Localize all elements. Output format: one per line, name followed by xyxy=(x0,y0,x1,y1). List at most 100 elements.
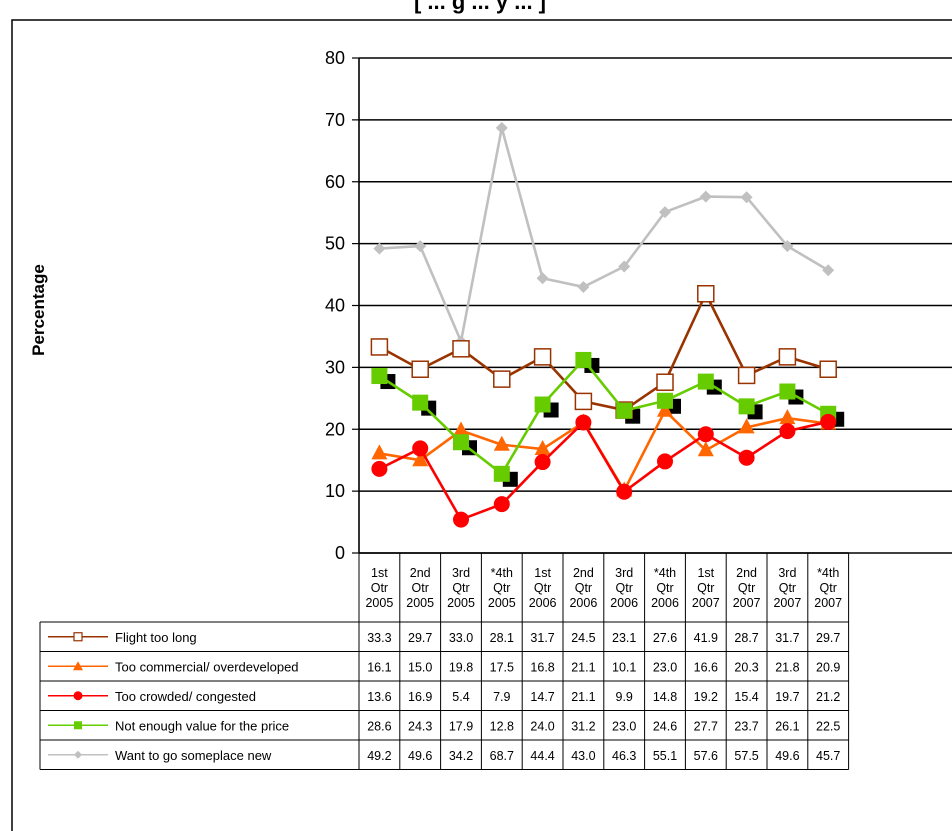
data-label: 49.6 xyxy=(408,749,432,763)
data-label: 44.4 xyxy=(530,749,554,763)
data-label: 12.8 xyxy=(490,719,514,733)
x-category-label: 1st xyxy=(534,566,551,580)
legend-key xyxy=(48,721,108,730)
data-point xyxy=(779,423,796,440)
x-category-label: Qtr xyxy=(697,581,714,595)
data-label: 21.2 xyxy=(816,690,840,704)
data-point xyxy=(657,453,673,470)
data-label: 33.3 xyxy=(367,631,391,645)
y-tick-label: 80 xyxy=(325,48,345,68)
data-label: 9.9 xyxy=(616,690,633,704)
data-label: 16.9 xyxy=(408,690,432,704)
data-label: 20.9 xyxy=(816,660,840,674)
data-label: 16.6 xyxy=(694,660,718,674)
data-label: 45.7 xyxy=(816,749,840,763)
data-label: 24.0 xyxy=(530,719,554,733)
data-point xyxy=(697,426,714,443)
x-category-label: 2006 xyxy=(651,596,679,610)
series-line xyxy=(379,126,829,343)
data-label: 49.6 xyxy=(775,749,799,763)
data-point xyxy=(453,511,469,528)
shadow-markers xyxy=(380,357,845,487)
y-axis: 0 10 20 30 40 50 60 70 80 xyxy=(325,48,360,563)
x-category-label: Qtr xyxy=(575,581,592,595)
data-point xyxy=(738,398,755,415)
x-category-label: Qtr xyxy=(616,581,633,595)
data-point xyxy=(779,409,796,425)
data-label: 24.6 xyxy=(653,719,677,733)
chart-title: [ ... g ... y ... ] xyxy=(414,0,546,14)
legend-entry: Too crowded/ congested xyxy=(115,689,256,704)
x-category-label: 3rd xyxy=(615,566,633,580)
y-tick-label: 50 xyxy=(325,234,345,254)
x-category-label: Qtr xyxy=(656,581,673,595)
legend-entry: Not enough value for the price xyxy=(115,718,289,733)
data-point xyxy=(371,460,388,477)
data-point xyxy=(657,401,673,417)
data-point xyxy=(493,435,510,451)
data-label: 23.0 xyxy=(653,660,677,674)
x-category-label: 2006 xyxy=(529,596,557,610)
data-label: 21.8 xyxy=(775,660,799,674)
x-category-label: 2nd xyxy=(573,566,594,580)
y-tick-label: 10 xyxy=(325,481,345,501)
data-label: 27.6 xyxy=(653,631,677,645)
data-label: 15.4 xyxy=(734,690,758,704)
data-label: 15.0 xyxy=(408,660,432,674)
data-point xyxy=(371,444,388,460)
data-label: 34.2 xyxy=(449,749,473,763)
data-point xyxy=(819,360,837,378)
data-label: 49.2 xyxy=(367,749,391,763)
data-label: 27.7 xyxy=(694,719,718,733)
x-category-label: 2006 xyxy=(569,596,597,610)
legend-entry: Want to go someplace new xyxy=(115,748,272,763)
data-label: 31.7 xyxy=(530,631,554,645)
x-category-label: Qtr xyxy=(820,581,837,595)
data-label: 19.7 xyxy=(775,690,799,704)
data-point xyxy=(699,190,712,203)
data-label: 41.9 xyxy=(694,631,718,645)
x-category-label: 2007 xyxy=(733,596,761,610)
x-category-label: 2005 xyxy=(488,596,516,610)
x-category-label: 2005 xyxy=(365,596,393,610)
data-point xyxy=(370,338,389,356)
data-point xyxy=(575,414,592,431)
data-point xyxy=(411,360,429,378)
data-point xyxy=(697,373,714,390)
data-point xyxy=(781,240,794,253)
y-tick-label: 60 xyxy=(325,172,345,192)
legend-key xyxy=(48,691,108,701)
legend-marker xyxy=(74,721,82,730)
data-point xyxy=(822,264,835,277)
x-category-label: 1st xyxy=(371,566,388,580)
x-category-label: Qtr xyxy=(452,581,469,595)
x-category-label: Otr xyxy=(371,581,388,595)
data-point xyxy=(412,440,429,457)
data-label: 24.3 xyxy=(408,719,432,733)
data-point xyxy=(493,465,510,482)
data-label: 19.8 xyxy=(449,660,473,674)
data-point xyxy=(656,373,674,391)
x-category-label: 3rd xyxy=(778,566,796,580)
data-point xyxy=(577,280,590,293)
data-label: 14.7 xyxy=(530,690,554,704)
data-label: 20.3 xyxy=(734,660,758,674)
data-point xyxy=(738,449,755,466)
data-label: 21.1 xyxy=(571,690,595,704)
data-point xyxy=(534,440,551,456)
data-label: 33.0 xyxy=(449,631,473,645)
x-category-label: Qtr xyxy=(779,581,796,595)
data-label: 23.1 xyxy=(612,631,636,645)
x-category-label: Qtr xyxy=(493,581,510,595)
legend-marker xyxy=(74,750,82,759)
data-label: 26.1 xyxy=(775,719,799,733)
data-point xyxy=(373,242,386,255)
series-lines xyxy=(370,121,837,528)
data-point xyxy=(452,340,470,358)
data-point xyxy=(779,383,796,400)
x-category-label: 2007 xyxy=(692,596,720,610)
legend-key xyxy=(48,750,108,759)
legend-entry: Flight too long xyxy=(115,630,197,645)
data-point xyxy=(453,421,469,437)
